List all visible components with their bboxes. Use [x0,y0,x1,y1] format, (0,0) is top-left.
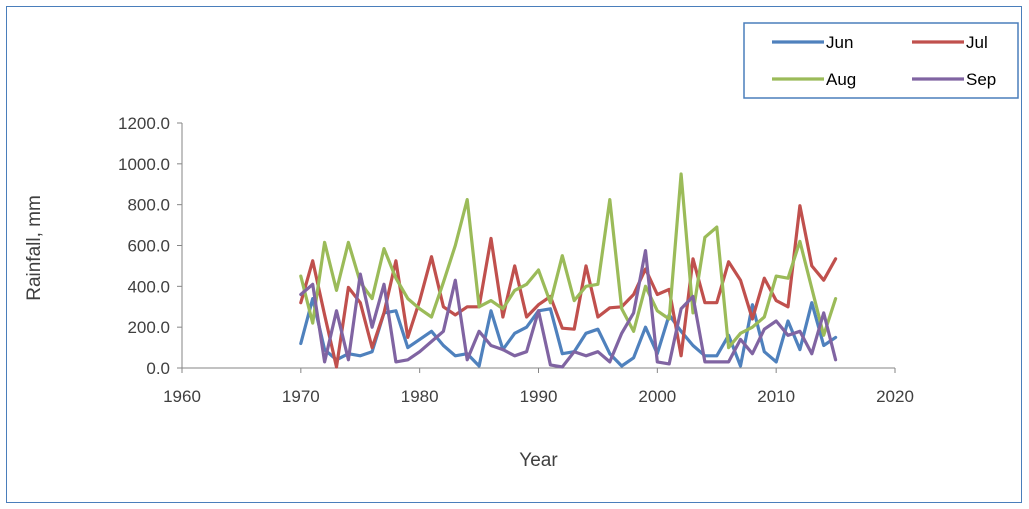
x-axis-title: Year [519,450,558,471]
legend-label-aug: Aug [826,70,856,89]
y-tick-label: 1000.0 [118,155,170,174]
y-tick-label: 400.0 [127,277,170,296]
series-line-jul [299,204,838,369]
legend-label-sep: Sep [966,70,996,89]
y-tick-label: 0.0 [146,359,170,378]
series-line-jun [299,297,838,368]
chart-frame [6,6,1022,503]
x-tick-label: 1980 [401,387,439,406]
x-tick-label: 1960 [163,387,201,406]
axes [181,123,895,369]
legend-label-jun: Jun [826,33,853,52]
y-tick-label: 1200.0 [118,114,170,133]
series-line-aug [299,172,838,350]
y-tick-label: 600.0 [127,237,170,256]
legend: Jun Jul Aug Sep [743,22,1019,99]
series-line-sep [299,249,838,369]
y-tick-label: 200.0 [127,318,170,337]
y-axis-title: Rainfall, mm [24,195,45,301]
legend-label-jul: Jul [966,33,988,52]
x-tick-label: 2000 [638,387,676,406]
x-tick-label: 1970 [282,387,320,406]
legend-box [743,22,1019,99]
x-tick-label: 1990 [520,387,558,406]
x-tick-label: 2010 [757,387,795,406]
y-tick-label: 800.0 [127,196,170,215]
x-tick-label: 2020 [876,387,914,406]
